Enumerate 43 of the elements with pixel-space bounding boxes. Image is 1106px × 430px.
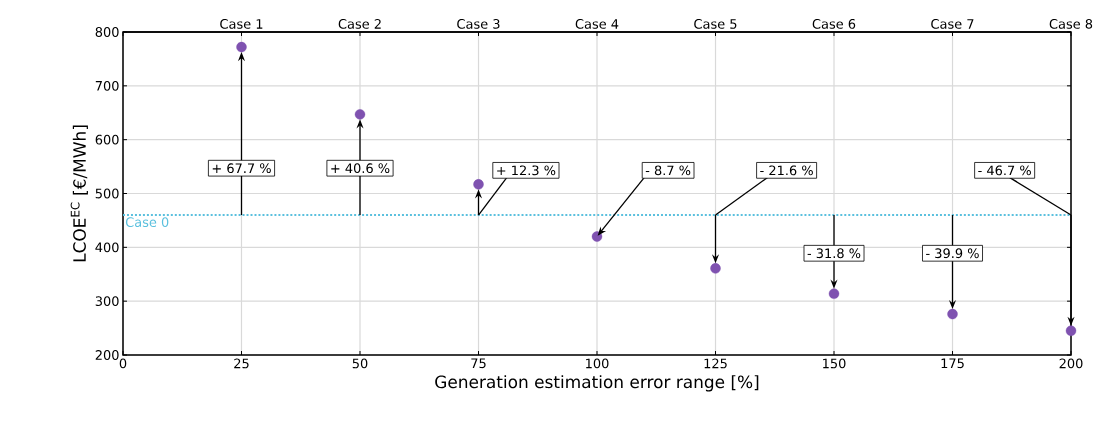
annotation: - 31.8 % (807, 248, 861, 259)
point (591, 231, 603, 242)
point (354, 109, 366, 120)
y-tick-label: 300 (95, 296, 119, 307)
text: Case 6 (812, 19, 856, 29)
y-axis-title: LCOE$^{EC}$ [€/MWh] (70, 125, 88, 262)
x-tick-label: 50 (352, 358, 368, 369)
ref-line-label: Case 0 (125, 217, 169, 228)
y-tick-label: 800 (95, 27, 119, 37)
x-tick-label: 175 (941, 358, 964, 369)
x-axis-title: Generation estimation error range [%] (435, 375, 759, 392)
annotation: - 21.6 % (760, 165, 813, 176)
text: Case 8 (1049, 19, 1093, 29)
text: Case 7 (931, 19, 974, 29)
y-tick-label: 400 (95, 242, 119, 253)
annotation: - 46.7 % (978, 165, 1031, 176)
x-tick-label: 100 (586, 358, 609, 369)
point (947, 308, 958, 320)
y-tick-label: 600 (95, 134, 119, 145)
text: Case 2 (338, 19, 381, 29)
x-tick-label: 75 (471, 358, 486, 369)
x-tick-label: 125 (704, 358, 727, 369)
x-tick-label: 25 (234, 358, 249, 369)
point (473, 179, 484, 190)
annotation: + 40.6 % (331, 163, 390, 174)
text: Case 5 (694, 19, 737, 29)
x-tick-label: 200 (1059, 358, 1083, 369)
point (710, 263, 721, 274)
annotation: + 12.3 % (497, 165, 556, 176)
y-tick-label: 200 (95, 350, 119, 360)
y-tick-label: 500 (95, 188, 119, 199)
x-tick-label: 0 (119, 358, 127, 369)
text: Case 4 (575, 19, 619, 29)
point (236, 41, 247, 53)
point (1065, 325, 1077, 336)
point (828, 288, 840, 299)
x-tick-label: 150 (823, 358, 846, 369)
text: Case 1 (220, 19, 263, 29)
annotation: - 8.7 % (645, 165, 691, 176)
text: Case 3 (457, 19, 500, 29)
y-tick-label: 700 (95, 80, 119, 91)
annotation: + 67.7 % (212, 163, 271, 174)
annotation: - 39.9 % (926, 248, 979, 259)
